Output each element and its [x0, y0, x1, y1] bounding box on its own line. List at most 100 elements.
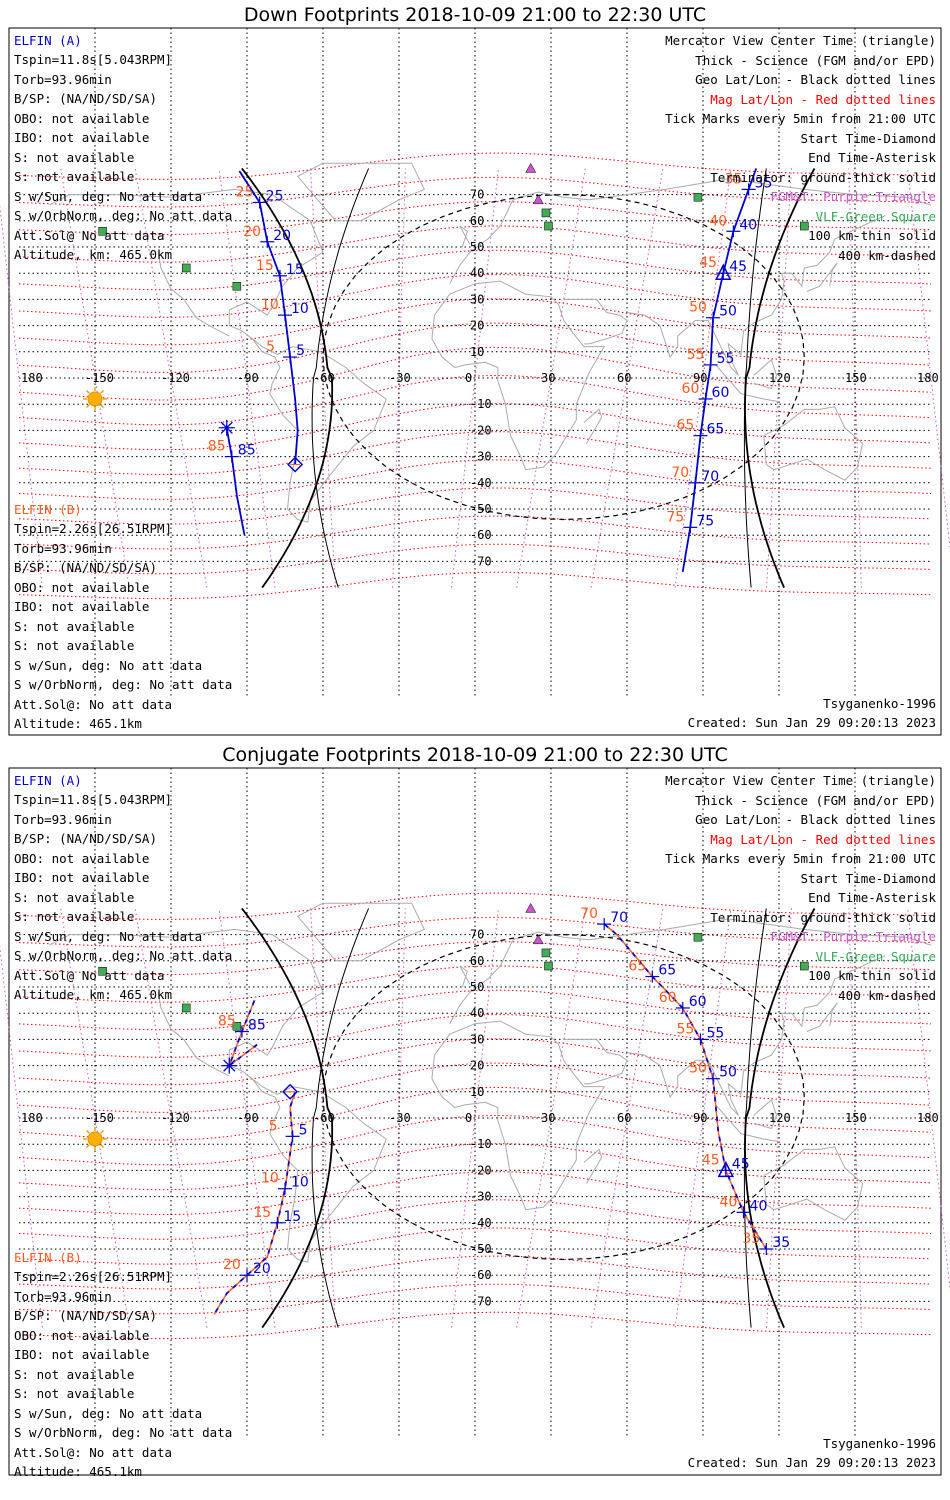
- mag-lon-line: [451, 908, 499, 1328]
- coastline: [715, 1104, 780, 1143]
- legend-entry: Thick - Science (FGM and/or EPD): [695, 792, 936, 808]
- info-line: OBO: not available: [14, 1327, 150, 1343]
- tick-label-b: 45: [699, 255, 717, 271]
- tick-label-a: 70: [701, 469, 719, 485]
- tick-label-b: 40: [720, 1194, 738, 1210]
- map-layers: 180 -150 -120 -90 -60 -30 0 30 60 90 120 150 1807060…: [0, 27, 950, 736]
- info-line: Torb=93.96min: [14, 71, 112, 87]
- coastline: [806, 262, 838, 292]
- legend-entry: VLF-Green Square: [815, 208, 936, 224]
- mag-lon-line: [907, 908, 950, 1293]
- lon-tick-label: 180: [917, 371, 939, 385]
- tick-label-a: 85: [238, 443, 256, 459]
- tick-label-b: 25: [236, 184, 254, 200]
- info-line: Tspin=2.26s[26.51RPM]: [14, 1269, 173, 1284]
- coastline: [583, 1148, 603, 1184]
- created-label: Created: Sun Jan 29 09:20:13 2023: [687, 715, 936, 730]
- info-line: Att.Sol@ No att data: [14, 227, 165, 243]
- tick-label-a: 50: [719, 1065, 737, 1081]
- lat-tick-label: -30: [470, 1190, 492, 1204]
- lon-tick-label: 180: [917, 1111, 939, 1125]
- tick-label-a: 65: [658, 963, 676, 979]
- legend-entry: Mercator View Center Time (triangle): [665, 773, 936, 788]
- purple-triangle-icon: [532, 194, 544, 205]
- legend-entry: Mag Lat/Lon - Red dotted lines: [710, 91, 936, 107]
- green-square-icon: [544, 221, 553, 231]
- coastline: [157, 992, 230, 1077]
- coastline: [296, 902, 425, 962]
- tick-label-b: 50: [689, 300, 707, 316]
- info-line: S: not available: [14, 1386, 135, 1401]
- info-line: S: not available: [14, 618, 135, 634]
- info-line: IBO: not available: [14, 870, 150, 885]
- mag-lon-line: [134, 168, 208, 588]
- lon-tick-label: 0: [465, 371, 472, 385]
- info-line: Att.Sol@: No att data: [14, 696, 173, 712]
- info-line: S w/Sun, deg: No att data: [14, 1405, 203, 1421]
- sun-disk: [87, 391, 103, 407]
- legend-entry: Start Time-Diamond: [800, 130, 936, 146]
- conjugate-footprints-panel: Conjugate Footprints 2018-10-09 21:00 to…: [0, 740, 950, 1485]
- tick-label-a: 70: [610, 910, 628, 926]
- coastline: [563, 298, 628, 345]
- lon-tick-label: -30: [389, 1111, 411, 1125]
- tick-label-b: 70: [671, 465, 689, 481]
- info-line: Altitude, km: 465.0km: [14, 247, 173, 262]
- tick-label-a: 40: [739, 217, 757, 233]
- tick-label-b: 75: [666, 509, 684, 525]
- track-overlay: [213, 1091, 296, 1315]
- tick-label-a: 45: [729, 259, 747, 275]
- tick-label-b: 10: [261, 297, 279, 313]
- info-line: Torb=93.96min: [14, 1288, 112, 1304]
- lat-tick-label: 60: [470, 214, 484, 228]
- mag-lat-line: [18, 1062, 932, 1113]
- legend-entry: Tick Marks every 5min from 21:00 UTC: [665, 111, 936, 126]
- info-line: Att.Sol@ No att data: [14, 967, 165, 983]
- tick-label-b: 70: [580, 906, 598, 922]
- track-b: [227, 999, 258, 1069]
- coastline: [626, 215, 886, 376]
- legend-entry: 100 km-thin solid: [808, 968, 936, 983]
- green-square-icon: [541, 948, 551, 958]
- mag-lon-line: [218, 908, 276, 1328]
- tick-label-b: 60: [659, 990, 677, 1006]
- spacecraft-a-name: ELFIN (A): [14, 773, 82, 788]
- mag-lat-line: [18, 1255, 932, 1290]
- lon-tick-label: 30: [541, 371, 555, 385]
- lon-tick-label: -90: [237, 371, 259, 385]
- terminator-ground: [241, 907, 334, 1329]
- legend-entry: Geo Lat/Lon - Black dotted lines: [695, 72, 936, 87]
- tick-label-b: 5: [266, 339, 275, 355]
- mag-lat-line: [18, 916, 932, 948]
- mag-lat-line: [18, 892, 932, 920]
- coastline: [459, 965, 471, 988]
- tick-label-a: 20: [273, 228, 291, 244]
- lat-tick-label: 20: [470, 319, 484, 333]
- green-square-icon: [98, 967, 107, 976]
- lon-tick-label: 150: [845, 1111, 867, 1125]
- mag-lat-line: [18, 152, 932, 180]
- info-line: S w/OrbNorm, deg: No att data: [14, 948, 233, 963]
- coastline: [49, 188, 387, 523]
- green-square-icon: [800, 961, 809, 971]
- coastline: [583, 408, 603, 444]
- tick-label-b: 15: [253, 1205, 271, 1221]
- legend-entry: Terminator: ground-thick solid: [710, 909, 936, 925]
- footprint-map: 180 -150 -120 -90 -60 -30 0 30 60 90 120 150 1807060…: [0, 27, 950, 736]
- track-b: [225, 427, 246, 536]
- coastline: [626, 955, 886, 1116]
- legend-entry: Mercator View Center Time (triangle): [665, 33, 936, 48]
- tick-label-b: 50: [689, 1061, 707, 1077]
- tick-label-a: 15: [283, 1209, 301, 1225]
- coastline: [459, 225, 471, 248]
- tick-label-a: 25: [266, 188, 284, 204]
- info-line: Altitude: 465.1km: [14, 716, 142, 731]
- sun-icon: [83, 1126, 107, 1151]
- terminator-100km: [311, 908, 370, 1328]
- tick-label-a: 75: [696, 513, 714, 529]
- spacecraft-b-name: ELFIN (B): [14, 1250, 82, 1265]
- lon-tick-label: -150: [85, 371, 114, 385]
- green-square-icon: [98, 227, 107, 236]
- tick-label-b: 40: [709, 213, 727, 229]
- legend-entry: FGM&T: Purple Triangle: [770, 929, 936, 944]
